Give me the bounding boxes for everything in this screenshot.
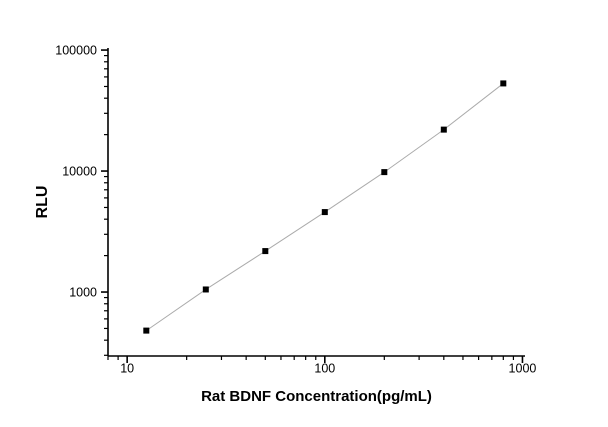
y-tick-label: 10000 — [62, 165, 97, 179]
x-tick-label: 100 — [314, 362, 335, 376]
data-point-marker — [500, 80, 507, 87]
data-point-marker — [143, 327, 150, 334]
x-tick-label: 10 — [120, 362, 134, 376]
x-tick-label: 1000 — [509, 362, 537, 376]
data-point-marker — [202, 286, 209, 293]
series-connecting-line — [146, 83, 504, 332]
data-point-marker — [262, 248, 269, 255]
data-point-marker — [321, 209, 328, 216]
data-point-marker — [440, 126, 447, 133]
x-axis-title: Rat BDNF Concentration(pg/mL) — [201, 388, 432, 405]
y-axis-title: RLU — [34, 186, 51, 219]
y-tick-label: 1000 — [69, 286, 97, 300]
y-tick-label: 100000 — [55, 44, 97, 58]
data-point-marker — [381, 169, 388, 176]
